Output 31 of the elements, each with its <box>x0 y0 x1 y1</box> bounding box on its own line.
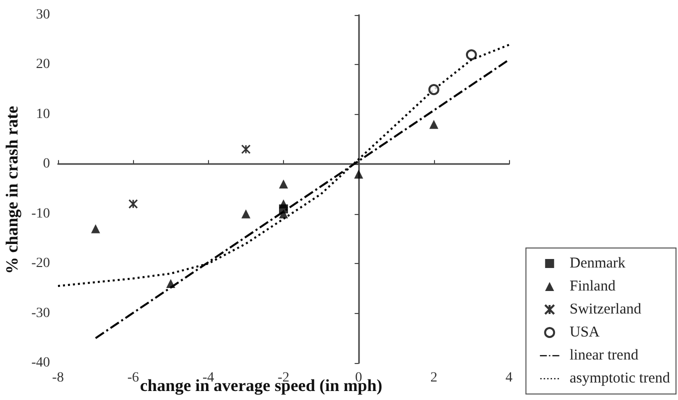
x-tick-label: 4 <box>506 370 512 386</box>
y-tick-label: -10 <box>31 206 50 222</box>
y-tick-label: 10 <box>36 106 50 122</box>
y-axis-title: % change in crash rate <box>2 106 22 274</box>
x-tick-label: 2 <box>430 370 438 386</box>
legend-label: linear trend <box>570 348 639 364</box>
point <box>279 180 288 189</box>
x-tick-label: -6 <box>127 370 140 386</box>
point <box>241 209 250 218</box>
point <box>241 144 251 154</box>
y-tick-label: 20 <box>36 57 50 72</box>
point <box>279 209 288 218</box>
x-tick-label: -8 <box>52 370 64 386</box>
y-tick-label: 30 <box>36 8 50 22</box>
legend-label: Denmark <box>570 256 626 272</box>
legend-label: USA <box>570 324 600 340</box>
legend-label: asymptotic trend <box>570 370 670 386</box>
y-tick-label: -20 <box>31 256 50 272</box>
y-tick-label: -40 <box>31 356 50 370</box>
point <box>279 199 288 208</box>
y-tick-label: -30 <box>31 306 50 321</box>
point <box>91 224 100 234</box>
point <box>466 49 477 60</box>
y-tick-label: 0 <box>43 156 50 172</box>
point <box>128 199 138 209</box>
point <box>166 278 176 288</box>
point <box>428 84 440 96</box>
legend-label: Switzerland <box>570 302 642 318</box>
point <box>354 170 364 179</box>
legend-label: Finland <box>570 278 616 294</box>
point <box>429 120 438 129</box>
